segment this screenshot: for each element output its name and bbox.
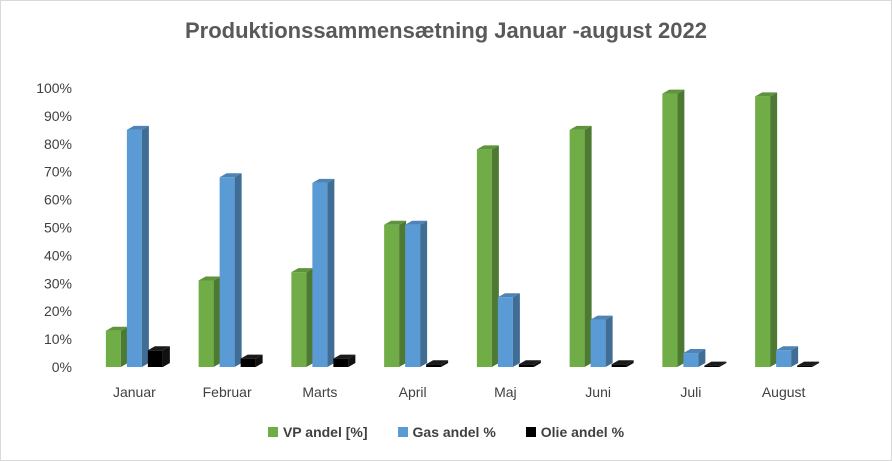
bar-vp-april — [384, 220, 407, 367]
bar-vp-marts — [291, 268, 314, 367]
bar-olie-juni — [611, 360, 634, 367]
y-tick-label: 60% — [44, 192, 72, 208]
bar-gas-februar — [219, 173, 242, 367]
bar-vp-januar — [105, 326, 128, 367]
bar-gas-maj — [497, 293, 520, 367]
legend-label-gas: Gas andel % — [412, 424, 496, 440]
bar-gas-august — [776, 346, 799, 367]
y-tick-label: 80% — [44, 136, 72, 152]
legend-item-vp: VP andel [%] — [267, 424, 368, 440]
y-axis: 0% 10% 20% 30% 40% 50% 60% 70% 80% 90% 100% — [36, 80, 72, 375]
legend-swatch-vp — [267, 427, 278, 437]
y-tick-label: 20% — [44, 303, 72, 319]
bar-vp-juni — [569, 125, 592, 367]
bar-gas-juni — [590, 315, 613, 367]
bar-vp-februar — [198, 276, 221, 367]
y-tick-label: 30% — [44, 275, 72, 291]
legend-label-vp: VP andel [%] — [282, 424, 368, 440]
bar-olie-juli — [704, 361, 727, 367]
x-axis: Januar Februar Marts April Maj Juni Juli August — [113, 384, 806, 400]
legend-swatch-gas — [397, 427, 408, 437]
legend-swatch-olie — [525, 427, 536, 437]
chart-title: Produktionssammensætning Januar -august … — [184, 18, 708, 43]
bar-gas-marts — [312, 178, 335, 367]
bar-olie-maj — [518, 360, 541, 367]
x-tick-label: Maj — [494, 384, 517, 400]
x-tick-label: Januar — [113, 384, 156, 400]
y-tick-label: 50% — [44, 220, 72, 236]
legend-label-olie: Olie andel % — [540, 424, 625, 440]
bars — [105, 89, 820, 368]
bar-vp-juli — [662, 89, 685, 367]
y-tick-label: 0% — [52, 359, 72, 375]
y-tick-label: 70% — [44, 164, 72, 180]
x-tick-label: Marts — [302, 384, 337, 400]
bar-olie-marts — [333, 354, 356, 367]
bar-vp-maj — [476, 145, 499, 367]
x-tick-label: August — [762, 384, 806, 400]
bar-gas-april — [405, 220, 428, 367]
x-tick-label: Februar — [203, 384, 252, 400]
bar-vp-august — [755, 92, 778, 368]
legend-item-olie: Olie andel % — [525, 424, 625, 440]
bar-gas-juli — [683, 349, 706, 367]
bar-olie-februar — [240, 354, 263, 367]
legend: VP andel [%] Gas andel % Olie andel % — [0, 424, 892, 440]
x-tick-label: Juni — [585, 384, 611, 400]
x-tick-label: Juli — [680, 384, 701, 400]
y-tick-label: 40% — [44, 247, 72, 263]
bar-olie-april — [426, 360, 449, 367]
legend-item-gas: Gas andel % — [397, 424, 496, 440]
y-tick-label: 10% — [44, 331, 72, 347]
y-tick-label: 90% — [44, 108, 72, 124]
y-tick-label: 100% — [36, 80, 72, 96]
bar-olie-august — [797, 361, 820, 367]
bar-olie-januar — [147, 346, 170, 367]
bar-gas-januar — [126, 125, 149, 367]
x-tick-label: April — [399, 384, 427, 400]
